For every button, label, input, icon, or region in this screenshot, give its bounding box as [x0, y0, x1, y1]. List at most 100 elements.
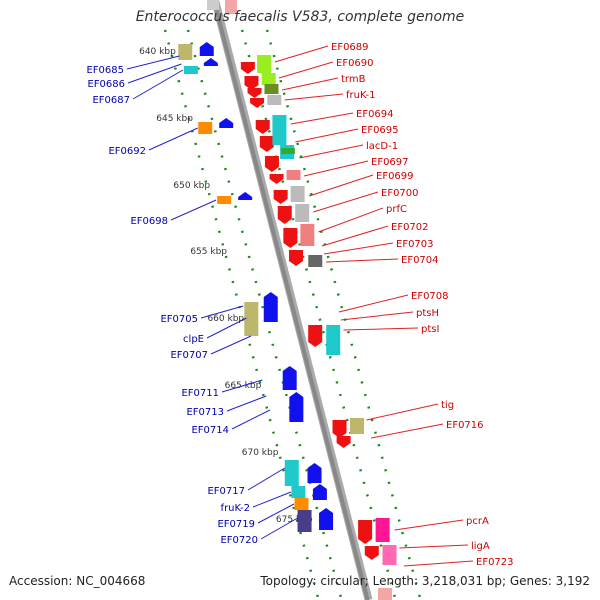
reverse-strand-feature: [244, 302, 259, 336]
forward-gene-label: EF0689: [331, 42, 369, 53]
reverse-gene-label: EF0711: [181, 388, 219, 399]
reverse-label-leader: [221, 379, 263, 393]
forward-label-leader: [326, 258, 399, 263]
forward-gene-arrow: [269, 174, 284, 184]
forward-gene-label: EF0700: [381, 188, 419, 199]
forward-gene-label: ligA: [471, 541, 490, 552]
forward-strand-feature: [272, 115, 287, 145]
forward-gene-label: EF0694: [356, 109, 394, 120]
forward-gene-label: EF0697: [371, 157, 409, 168]
reverse-strand-feature: [198, 122, 213, 134]
forward-gene-arrow: [277, 206, 292, 224]
scale-tick-label: 640 kbp: [139, 47, 176, 57]
forward-gene-label: EF0703: [396, 239, 434, 250]
forward-label-leader: [366, 403, 439, 421]
forward-label-leader: [281, 77, 339, 91]
forward-strand-feature: [326, 325, 341, 355]
forward-label-leader: [309, 174, 374, 197]
reverse-label-leader: [126, 55, 180, 70]
reverse-gene-arrow: [199, 42, 214, 56]
forward-label-leader: [295, 128, 359, 143]
scale-tick-label: 655 kbp: [190, 247, 227, 257]
forward-gene-label: EF0695: [361, 125, 399, 136]
forward-label-leader: [313, 191, 379, 213]
forward-strand-feature: [225, 0, 237, 14]
forward-label-leader: [274, 45, 329, 63]
reverse-gene-label: EF0685: [86, 65, 124, 76]
forward-strand-feature: [267, 95, 282, 105]
reverse-gene-arrow: [263, 292, 278, 322]
reverse-gene-arrow: [289, 392, 304, 422]
reverse-strand-feature: [291, 486, 306, 498]
forward-gene-arrow: [259, 136, 274, 152]
forward-strand-feature: [350, 418, 365, 434]
forward-gene-label: ptsI: [421, 324, 439, 335]
forward-strand-feature: [257, 55, 272, 73]
forward-gene-label: EF0716: [446, 420, 484, 431]
reverse-label-leader: [231, 409, 271, 430]
forward-gene-label: ptsH: [416, 308, 439, 319]
scale-tick-label: 650 kbp: [173, 181, 210, 191]
forward-strand-feature: [261, 73, 276, 85]
forward-strand-feature: [378, 588, 393, 600]
forward-gene-arrow: [240, 62, 255, 74]
reverse-gene-label: clpE: [183, 334, 204, 345]
forward-gene-arrow: [364, 546, 379, 560]
forward-gene-arrow: [247, 88, 262, 98]
reverse-strand-feature: [297, 510, 312, 532]
forward-label-leader: [278, 61, 334, 79]
reverse-gene-label: EF0698: [130, 216, 168, 227]
forward-gene-label: lacD-1: [366, 141, 398, 152]
scale-tick-label: 670 kbp: [242, 448, 279, 458]
forward-gene-label: EF0699: [376, 171, 414, 182]
forward-gene-label: fruK-1: [346, 90, 375, 101]
forward-strand-feature: [290, 186, 305, 202]
forward-gene-label: EF0702: [391, 222, 429, 233]
forward-gene-label: pcrA: [466, 516, 489, 527]
forward-strand-feature: [295, 204, 310, 222]
forward-gene-arrow: [250, 98, 265, 108]
forward-label-leader: [299, 144, 364, 159]
forward-label-leader: [394, 519, 464, 531]
reverse-gene-arrow: [307, 463, 322, 483]
reverse-label-leader: [257, 503, 295, 524]
genome-backbone: [212, 0, 370, 600]
reverse-strand-feature: [284, 460, 299, 486]
reverse-gene-label: EF0717: [207, 486, 245, 497]
forward-strand-feature: [300, 224, 315, 246]
forward-strand-feature: [280, 148, 295, 154]
reverse-label-leader: [170, 199, 217, 221]
forward-label-leader: [371, 423, 444, 439]
forward-label-leader: [399, 544, 469, 549]
forward-label-leader: [340, 311, 414, 321]
genome-summary-text: Topology: circular; Length: 3,218,031 bp…: [260, 574, 590, 588]
reverse-gene-label: fruK-2: [221, 503, 250, 514]
reverse-gene-label: EF0687: [92, 95, 130, 106]
forward-strand-feature: [286, 170, 301, 180]
forward-gene-label: EF0708: [411, 291, 449, 302]
forward-label-leader: [303, 160, 369, 177]
forward-gene-arrow: [358, 520, 373, 544]
forward-gene-arrow: [289, 250, 303, 266]
forward-gene-arrow: [264, 156, 279, 172]
forward-label-leader: [338, 294, 409, 313]
forward-gene-label: EF0690: [336, 58, 374, 69]
reverse-gene-label: EF0705: [160, 314, 198, 325]
forward-gene-arrow: [332, 420, 347, 438]
reverse-gene-label: EF0686: [87, 79, 125, 90]
reverse-strand-feature: [294, 498, 309, 510]
forward-strand-feature: [308, 255, 323, 267]
forward-gene-label: trmB: [341, 74, 366, 85]
reverse-strand-feature: [178, 44, 193, 60]
reverse-gene-label: EF0707: [170, 350, 208, 361]
forward-label-leader: [290, 112, 354, 125]
reverse-label-leader: [210, 335, 252, 355]
reverse-gene-label: EF0692: [108, 146, 146, 157]
forward-gene-label: EF0723: [476, 557, 514, 568]
forward-label-leader: [323, 242, 394, 255]
reverse-gene-arrow: [238, 192, 253, 200]
forward-gene-arrow: [308, 325, 323, 347]
forward-label-leader: [321, 225, 389, 247]
scale-tick-label: 660 kbp: [207, 314, 244, 324]
